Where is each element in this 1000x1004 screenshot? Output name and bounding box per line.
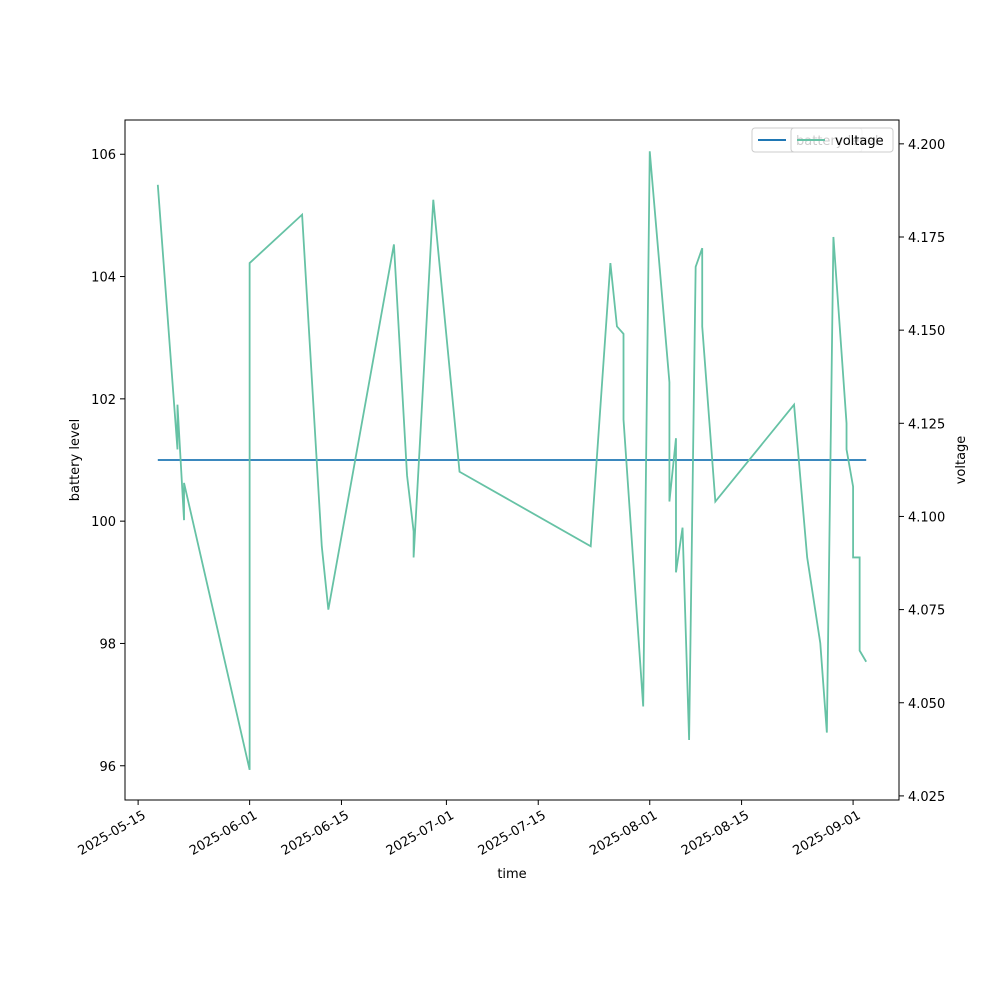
y-axis-label: battery level [68,419,83,502]
y2-tick-label: 4.100 [908,510,945,525]
y-tick-label: 102 [91,393,116,408]
y2-tick-label: 4.150 [908,324,945,339]
y2-tick-label: 4.125 [908,417,945,432]
y-tick-label: 106 [91,148,116,163]
y-tick-label: 100 [91,515,116,530]
y-tick-label: 98 [99,637,116,652]
y2-tick-label: 4.025 [908,790,945,805]
x-axis-label: time [497,867,526,882]
y2-tick-label: 4.050 [908,697,945,712]
y2-tick-label: 4.075 [908,604,945,619]
y-tick-label: 104 [91,271,116,286]
legend-box [790,127,894,153]
y-tick-label: 96 [99,760,116,775]
y2-tick-label: 4.200 [908,138,945,153]
y2-tick-label: 4.175 [908,231,945,246]
legend-label: voltage [835,134,884,149]
y2-axis-label: voltage [954,436,969,485]
plot-frame [124,119,900,801]
series-line [156,151,867,771]
